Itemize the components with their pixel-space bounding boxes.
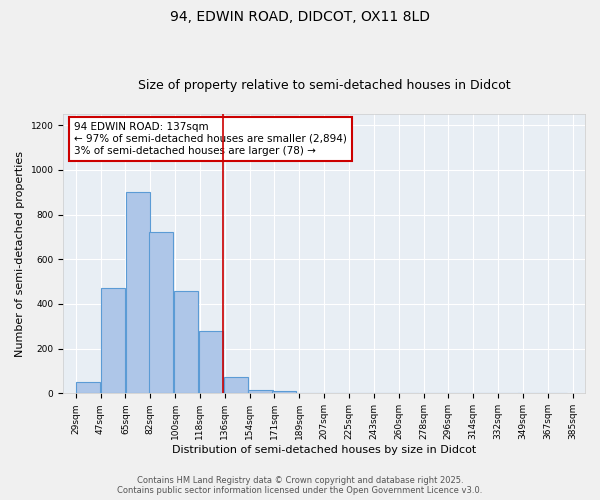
Bar [149, 232, 173, 394]
Bar [199, 331, 223, 394]
Title: Size of property relative to semi-detached houses in Didcot: Size of property relative to semi-detach… [138, 79, 511, 92]
Bar [248, 390, 273, 394]
Text: 94, EDWIN ROAD, DIDCOT, OX11 8LD: 94, EDWIN ROAD, DIDCOT, OX11 8LD [170, 10, 430, 24]
Bar [125, 192, 150, 394]
Y-axis label: Number of semi-detached properties: Number of semi-detached properties [15, 150, 25, 356]
Text: Contains HM Land Registry data © Crown copyright and database right 2025.
Contai: Contains HM Land Registry data © Crown c… [118, 476, 482, 495]
Bar [224, 376, 248, 394]
X-axis label: Distribution of semi-detached houses by size in Didcot: Distribution of semi-detached houses by … [172, 445, 476, 455]
Bar [174, 290, 199, 394]
Bar [76, 382, 100, 394]
Text: 94 EDWIN ROAD: 137sqm
← 97% of semi-detached houses are smaller (2,894)
3% of se: 94 EDWIN ROAD: 137sqm ← 97% of semi-deta… [74, 122, 347, 156]
Bar [101, 288, 125, 394]
Bar [272, 391, 296, 394]
